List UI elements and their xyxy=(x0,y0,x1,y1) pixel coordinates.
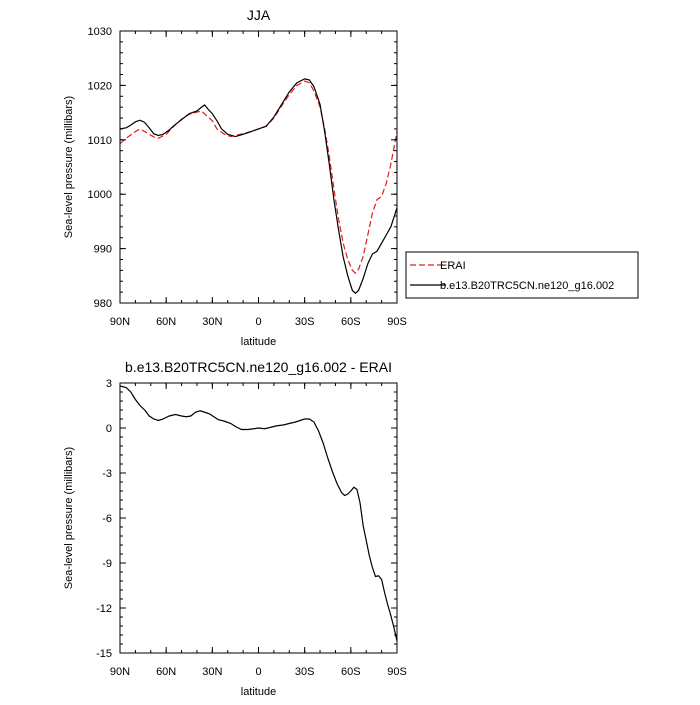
x-tick-label: 90N xyxy=(110,316,130,328)
y-tick-label: 3 xyxy=(106,378,112,390)
x-tick-label: 0 xyxy=(255,316,261,328)
x-tick-label: 60N xyxy=(156,666,176,678)
x-tick-label: 60S xyxy=(341,666,361,678)
y-tick-label: -12 xyxy=(96,603,112,615)
x-tick-label: 30S xyxy=(295,666,315,678)
chart-panel-1: JJA 980 990 1000 1010 1020 1030 90N 60N 30N 0 30S 60… xyxy=(63,7,639,348)
series-line-1 xyxy=(120,80,397,274)
x-tick-label: 60S xyxy=(341,316,361,328)
y-tick-label: 0 xyxy=(106,423,112,435)
x-tick-label: 0 xyxy=(255,666,261,678)
y-tick-label: 1020 xyxy=(88,80,112,92)
y-tick-label: -6 xyxy=(102,513,112,525)
x-tick-label: 90N xyxy=(110,666,130,678)
plot-frame xyxy=(119,30,398,304)
y-axis-label: Sea-level pressure (millibars) xyxy=(63,447,75,589)
y-tick-label: 1010 xyxy=(88,135,112,147)
y-axis-label: Sea-level pressure (millibars) xyxy=(63,96,75,238)
chart-title: JJA xyxy=(247,7,271,23)
series-line-2 xyxy=(120,78,397,295)
plot-frame xyxy=(119,382,398,654)
x-axis-label: latitude xyxy=(241,686,276,698)
y-tick-label: -3 xyxy=(102,468,112,480)
series-line-1 xyxy=(120,385,397,642)
x-tick-label: 30N xyxy=(202,316,222,328)
x-tick-label: 90S xyxy=(387,666,407,678)
chart-title: b.e13.B20TRC5CN.ne120_g16.002 - ERAI xyxy=(125,359,392,375)
x-tick-label: 90S xyxy=(387,316,407,328)
legend-label-1: ERAI xyxy=(440,260,466,272)
chart-panel-2: b.e13.B20TRC5CN.ne120_g16.002 - ERAI -15 -… xyxy=(63,359,407,698)
x-axis-label: latitude xyxy=(241,336,276,348)
y-tick-label: 980 xyxy=(94,298,112,310)
y-tick-label: -15 xyxy=(96,648,112,660)
y-tick-label: 990 xyxy=(94,244,112,256)
y-tick-label: 1030 xyxy=(88,26,112,38)
y-tick-label: -9 xyxy=(102,558,112,570)
legend-box xyxy=(405,251,639,299)
y-tick-label: 1000 xyxy=(88,189,112,201)
x-tick-label: 30S xyxy=(295,316,315,328)
legend: ERAI b.e13.B20TRC5CN.ne120_g16.002 xyxy=(405,251,639,299)
x-tick-label: 60N xyxy=(156,316,176,328)
legend-label-2: b.e13.B20TRC5CN.ne120_g16.002 xyxy=(440,280,614,292)
x-tick-label: 30N xyxy=(202,666,222,678)
